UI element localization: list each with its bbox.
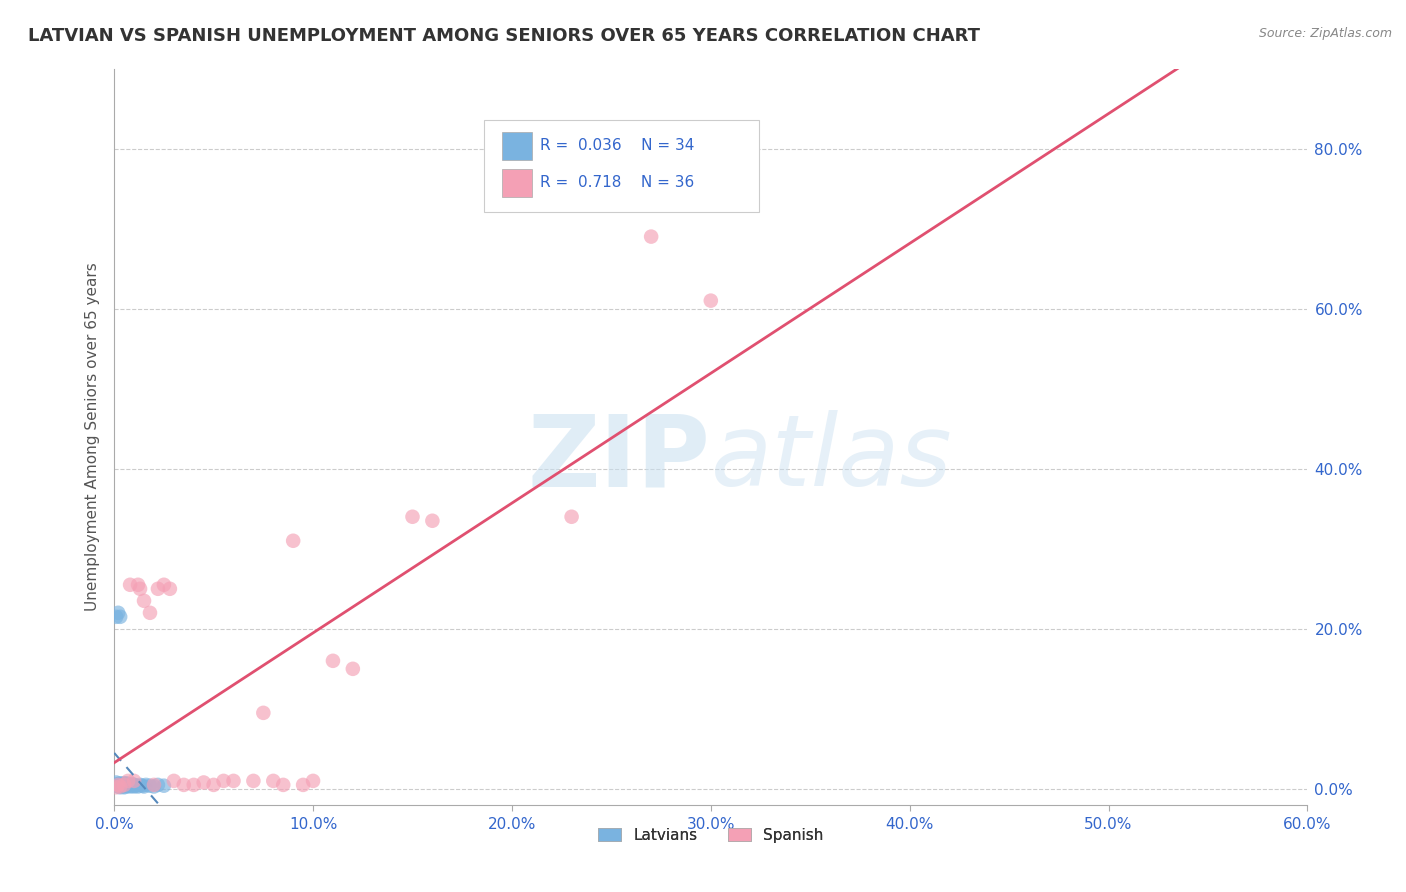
Point	[153, 779, 176, 793]
Point	[105, 778, 128, 792]
Point	[146, 778, 169, 792]
FancyBboxPatch shape	[484, 120, 759, 212]
Point	[422, 514, 444, 528]
Point	[159, 582, 181, 596]
Text: atlas: atlas	[711, 410, 952, 508]
Point	[146, 582, 169, 596]
Point	[202, 778, 225, 792]
Point	[111, 777, 134, 791]
Point	[108, 780, 131, 795]
Point	[107, 777, 129, 791]
Point	[112, 780, 135, 795]
Point	[127, 780, 149, 794]
Point	[193, 775, 215, 789]
Point	[115, 776, 138, 790]
Point	[132, 780, 155, 794]
Text: R =  0.036    N = 34: R = 0.036 N = 34	[540, 138, 695, 153]
Point	[117, 773, 139, 788]
Point	[108, 779, 131, 793]
Text: ZIP: ZIP	[527, 410, 711, 508]
Y-axis label: Unemployment Among Seniors over 65 years: Unemployment Among Seniors over 65 years	[86, 262, 100, 611]
Point	[143, 780, 166, 794]
Point	[252, 706, 274, 720]
Legend: Latvians, Spanish: Latvians, Spanish	[592, 822, 830, 849]
Point	[173, 778, 195, 792]
Point	[112, 776, 135, 790]
Point	[115, 780, 138, 794]
Point	[700, 293, 723, 308]
Point	[108, 776, 131, 790]
Point	[292, 778, 315, 792]
Point	[143, 778, 166, 792]
Point	[121, 779, 143, 793]
Point	[561, 509, 583, 524]
Point	[401, 509, 423, 524]
Point	[105, 780, 128, 795]
Point	[111, 778, 134, 792]
Point	[139, 606, 162, 620]
Point	[107, 778, 129, 792]
Point	[139, 779, 162, 793]
Point	[242, 773, 264, 788]
Point	[322, 654, 344, 668]
Point	[127, 578, 149, 592]
Point	[183, 778, 205, 792]
Point	[111, 780, 134, 794]
Point	[115, 778, 138, 792]
Point	[117, 779, 139, 793]
Point	[132, 594, 155, 608]
Point	[117, 777, 139, 791]
Point	[163, 773, 186, 788]
Point	[120, 778, 142, 792]
Point	[131, 779, 153, 793]
Text: LATVIAN VS SPANISH UNEMPLOYMENT AMONG SENIORS OVER 65 YEARS CORRELATION CHART: LATVIAN VS SPANISH UNEMPLOYMENT AMONG SE…	[28, 27, 980, 45]
Point	[262, 773, 284, 788]
Point	[222, 773, 245, 788]
Point	[302, 773, 325, 788]
Point	[342, 662, 364, 676]
Text: Source: ZipAtlas.com: Source: ZipAtlas.com	[1258, 27, 1392, 40]
Point	[125, 779, 148, 793]
Point	[120, 578, 142, 592]
Bar	[502, 132, 531, 160]
Point	[122, 780, 145, 794]
Point	[112, 778, 135, 792]
Point	[105, 775, 128, 789]
Point	[105, 609, 128, 624]
Point	[107, 606, 129, 620]
Point	[122, 778, 145, 792]
Point	[108, 780, 131, 794]
Text: R =  0.718    N = 36: R = 0.718 N = 36	[540, 175, 695, 190]
Point	[283, 533, 305, 548]
Point	[212, 773, 235, 788]
Point	[135, 778, 157, 792]
Point	[129, 582, 152, 596]
Point	[107, 780, 129, 794]
Point	[153, 578, 176, 592]
Point	[271, 778, 294, 792]
Point	[120, 780, 142, 794]
Bar	[502, 169, 531, 196]
Point	[129, 778, 152, 792]
Point	[121, 777, 143, 791]
Point	[122, 773, 145, 788]
Point	[640, 229, 662, 244]
Point	[108, 609, 131, 624]
Point	[112, 779, 135, 793]
